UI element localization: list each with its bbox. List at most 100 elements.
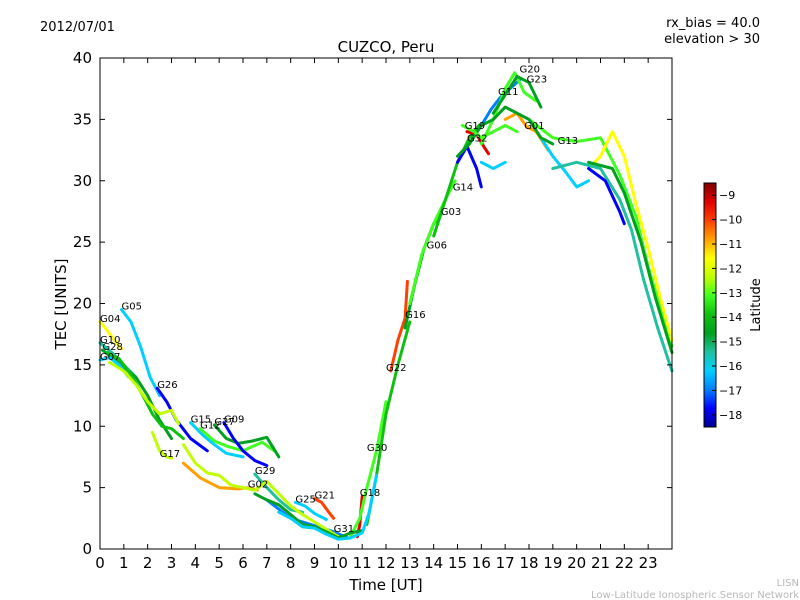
series-label-g22: G22 (386, 363, 406, 374)
series-label-g17: G17 (160, 449, 180, 460)
series-label-g27: G27 (214, 417, 234, 428)
y-axis-label: TEC [UNITS] (52, 259, 70, 351)
x-tick-label: 3 (167, 554, 177, 572)
series-label-g32: G32 (467, 134, 487, 145)
series-line-l01 (527, 117, 674, 348)
series-line-g17 (150, 430, 173, 460)
x-tick-label: 4 (191, 554, 201, 572)
x-tick-label: 21 (591, 554, 610, 572)
series-label-g06: G06 (427, 240, 447, 251)
x-tick-label: 11 (353, 554, 372, 572)
series-label-g23: G23 (527, 75, 547, 86)
x-tick-label: 17 (496, 554, 515, 572)
footer-org-short: LISN (777, 578, 799, 589)
series-label-g01: G01 (524, 121, 544, 132)
x-tick-label: 12 (376, 554, 395, 572)
series-line-l08 (277, 473, 378, 541)
series-line-g30 (348, 400, 388, 539)
series-label-g29: G29 (255, 466, 275, 477)
y-tick-label: 20 (73, 295, 92, 313)
colorbar-tick-label: −15 (719, 336, 742, 349)
x-tick-label: 9 (310, 554, 320, 572)
x-tick-label: 2 (143, 554, 153, 572)
series-line-g16 (389, 279, 409, 373)
series-line-l02 (587, 130, 674, 342)
series-line-g21 (313, 497, 336, 520)
colorbar-tick-label: −12 (719, 262, 742, 275)
series-line-l06 (181, 443, 340, 539)
colorbar-ticks: −18 −17 −16 −15 −14 −13 −12 −11 −10 −9 (712, 189, 742, 422)
series-label-g02: G02 (248, 480, 268, 491)
x-tick-label: 19 (543, 554, 562, 572)
series-line-l13 (479, 160, 507, 170)
series-line-g20 (479, 71, 538, 146)
series-line-l07 (253, 492, 364, 540)
colorbar-tick-label: −16 (719, 360, 742, 373)
series-label-g03: G03 (441, 207, 461, 218)
series-label-g10: G10 (100, 335, 120, 346)
x-tick-label: 18 (519, 554, 538, 572)
series-line-l03 (551, 160, 674, 373)
series-label-g18: G18 (360, 488, 380, 499)
x-tick-label: 6 (238, 554, 248, 572)
x-tick-label: 22 (615, 554, 634, 572)
series-label-g19: G19 (465, 121, 485, 132)
series-line-g23 (491, 74, 543, 115)
colorbar-tick-label: −17 (719, 384, 742, 397)
colorbar-tick-label: −13 (719, 287, 742, 300)
series-line-g13 (539, 136, 591, 189)
colorbar-tick-label: −10 (719, 214, 742, 227)
x-tick-label: 20 (567, 554, 586, 572)
series-label-g12: G12 (200, 421, 220, 432)
series-label-g05: G05 (122, 302, 142, 313)
series-label-g25: G25 (295, 494, 315, 505)
x-tick-label: 15 (448, 554, 467, 572)
series-label-g14: G14 (453, 183, 473, 194)
series-line-g15 (189, 421, 245, 459)
series-label-g16: G16 (405, 310, 425, 321)
axis-ticks: 0 1 2 3 4 5 6 7 8 9 10 11 12 13 14 15 16 17 18 19 20 21 22 2305… (73, 49, 672, 572)
x-tick-label: 16 (472, 554, 491, 572)
y-tick-label: 30 (73, 172, 92, 190)
y-tick-label: 35 (73, 110, 92, 128)
series-line-g27 (212, 423, 281, 459)
x-tick-label: 8 (286, 554, 296, 572)
series-layer (98, 71, 674, 541)
y-tick-label: 10 (73, 417, 92, 435)
series-line-l11 (456, 105, 555, 158)
series-label-g13: G13 (558, 136, 578, 147)
x-tick-label: 5 (214, 554, 224, 572)
footer-org-full: Low-Latitude Ionospheric Sensor Network (591, 590, 799, 600)
series-label-g28: G28 (102, 342, 122, 353)
colorbar-tick-label: −11 (719, 238, 742, 251)
plot-frame (99, 57, 673, 550)
colorbar-tick-label: −14 (719, 311, 742, 324)
series-line-g04 (98, 320, 123, 351)
elevation-label: elevation > 30 (664, 32, 760, 47)
chart-title: CUZCO, Peru (338, 38, 435, 56)
colorbar: −18 −17 −16 −15 −14 −13 −12 −11 −10 −9 Latitude (703, 182, 764, 428)
series-label-g21: G21 (315, 491, 335, 502)
series-line-l09 (105, 351, 185, 440)
series-line-l04 (587, 160, 674, 355)
series-label-g15: G15 (191, 415, 211, 426)
x-tick-label: 23 (639, 554, 658, 572)
x-tick-label: 7 (262, 554, 272, 572)
series-label-g04: G04 (100, 314, 120, 325)
series-label-g31: G31 (334, 524, 354, 535)
colorbar-label: Latitude (749, 278, 764, 332)
x-axis-label: Time [UT] (348, 576, 422, 594)
series-line-l10 (108, 360, 181, 426)
series-label-g20: G20 (520, 65, 540, 76)
series-label-g30: G30 (367, 443, 387, 454)
series-line-g09 (222, 421, 269, 467)
series-line-g05 (120, 308, 162, 398)
y-tick-label: 0 (82, 540, 92, 558)
y-tick-label: 40 (73, 49, 92, 67)
x-tick-label: 10 (329, 554, 348, 572)
series-line-g25 (293, 500, 328, 521)
series-label-g26: G26 (157, 380, 177, 391)
colorbar-tick-label: −18 (719, 409, 742, 422)
y-tick-label: 15 (73, 356, 92, 374)
